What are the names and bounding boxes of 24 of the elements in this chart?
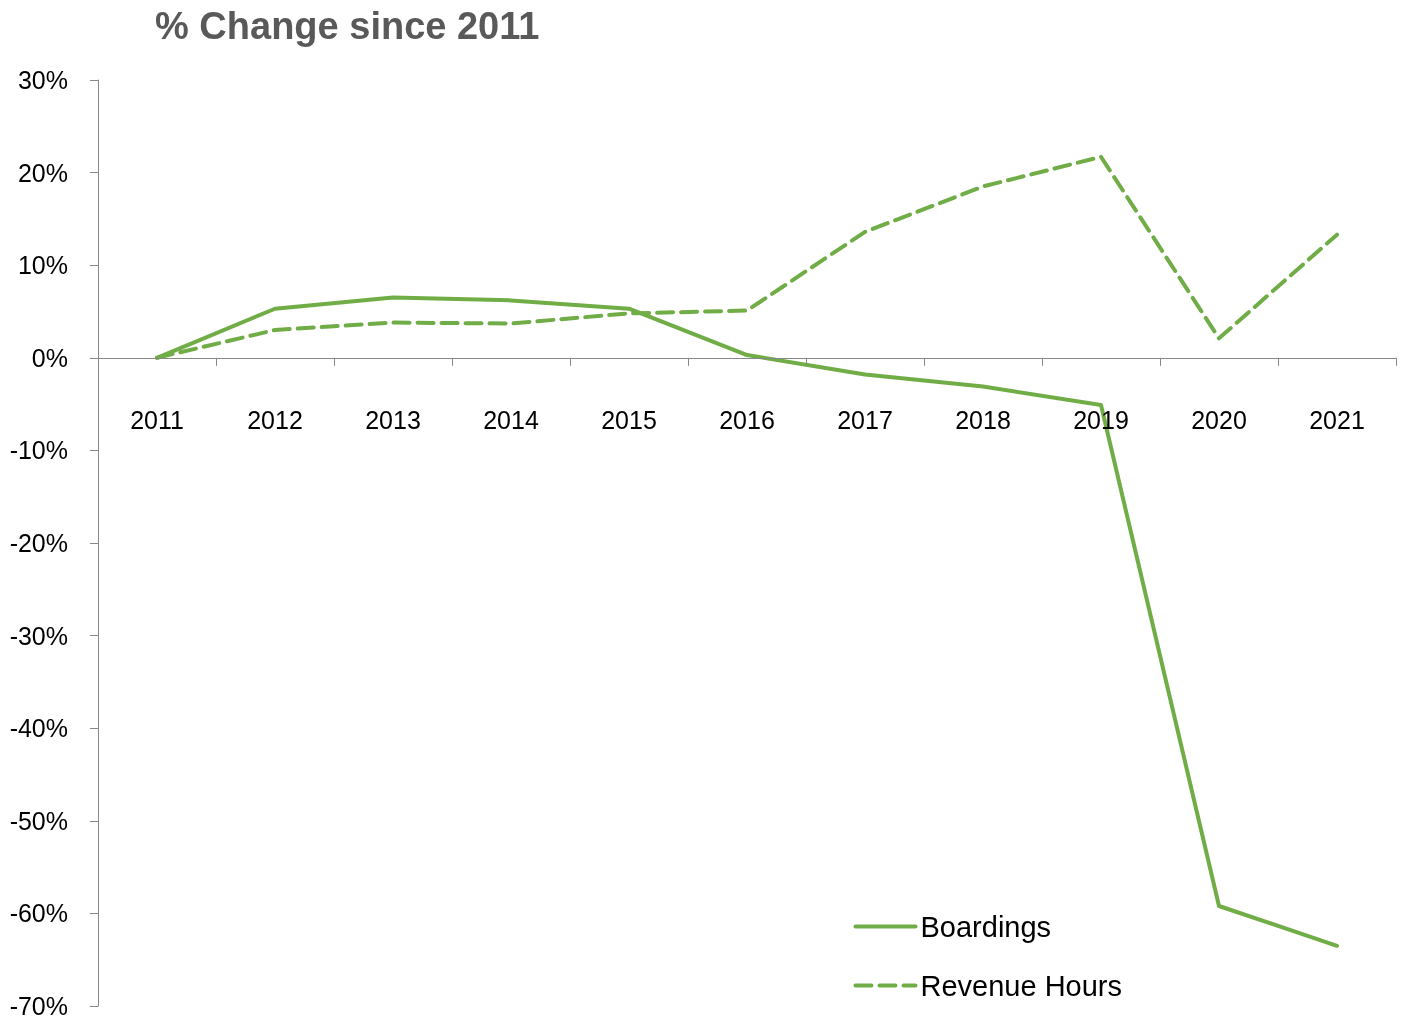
x-tick-label: 2015 xyxy=(601,406,657,435)
y-tick-label: 30% xyxy=(17,66,68,94)
y-tick-label: -20% xyxy=(9,529,68,557)
legend-label: Boardings xyxy=(920,910,1052,943)
x-tick-label: 2018 xyxy=(955,406,1011,435)
y-tick-label: 10% xyxy=(17,251,68,280)
y-tick-label: -50% xyxy=(9,806,68,835)
y-tick-label: -30% xyxy=(9,621,68,650)
chart-title: % Change since 2011 xyxy=(155,5,540,47)
x-tick-label: 2013 xyxy=(365,406,421,435)
x-tick-label: 2011 xyxy=(130,406,184,435)
x-tick-label: 2014 xyxy=(483,406,539,435)
x-tick-label: 2017 xyxy=(837,406,893,435)
y-tick-label: -10% xyxy=(9,436,68,465)
y-tick-label: -60% xyxy=(9,899,68,928)
legend-label: Revenue Hours xyxy=(920,969,1122,1002)
x-tick-label: 2012 xyxy=(247,406,303,435)
y-tick-label: -70% xyxy=(9,992,68,1020)
x-tick-label: 2020 xyxy=(1191,406,1247,435)
x-tick-label: 2021 xyxy=(1309,406,1365,435)
y-tick-label: 0% xyxy=(31,343,68,372)
y-tick-label: -40% xyxy=(9,714,68,743)
y-tick-label: 20% xyxy=(17,158,68,187)
x-tick-label: 2016 xyxy=(719,406,775,435)
